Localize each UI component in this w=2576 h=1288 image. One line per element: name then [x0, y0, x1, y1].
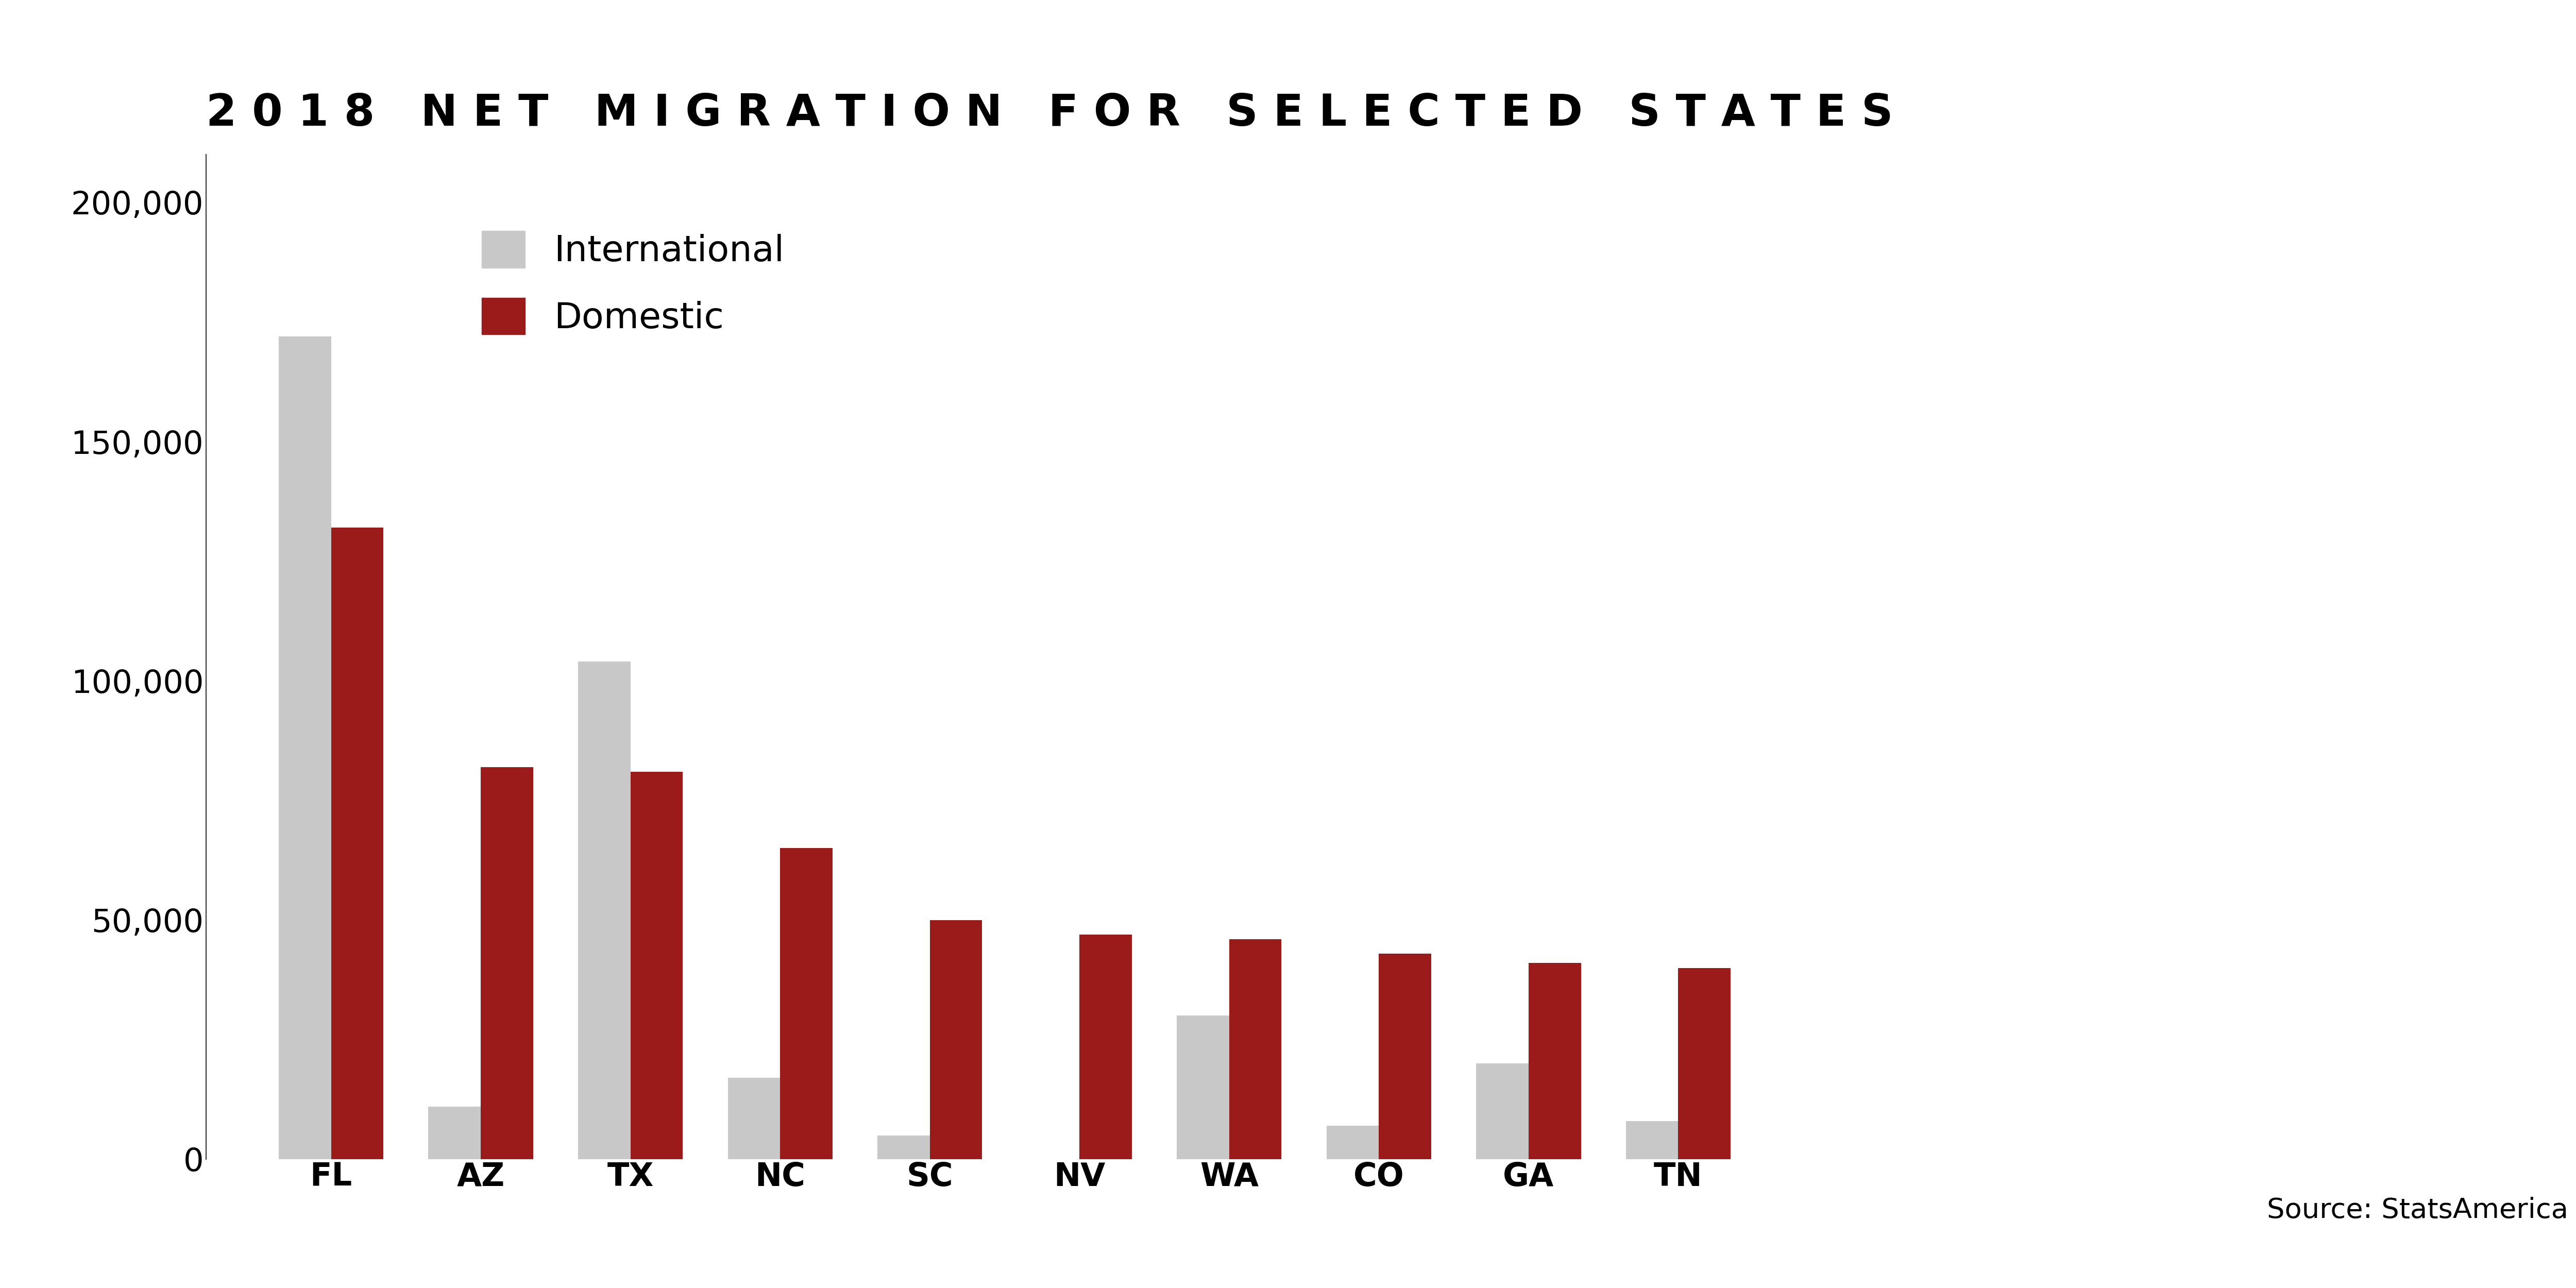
Text: 2 0 1 8   N E T   M I G R A T I O N   F O R   S E L E C T E D   S T A T E S: 2 0 1 8 N E T M I G R A T I O N F O R S …	[206, 93, 1893, 135]
Bar	[1028, 1159, 1079, 1168]
Bar	[428, 1106, 482, 1159]
Bar	[577, 662, 631, 1159]
Text: Source: StatsAmerica: Source: StatsAmerica	[2267, 1197, 2568, 1224]
Legend: International, Domestic: International, Domestic	[464, 213, 801, 353]
Bar	[1229, 939, 1280, 1159]
Bar	[930, 920, 981, 1159]
Bar	[1177, 1016, 1229, 1159]
Bar	[482, 766, 533, 1159]
Bar	[1327, 1126, 1378, 1159]
Bar	[332, 528, 384, 1159]
Bar	[729, 1078, 781, 1159]
Bar	[1476, 1064, 1528, 1159]
Bar	[1378, 953, 1432, 1159]
Bar	[278, 336, 332, 1159]
Bar	[1625, 1121, 1677, 1159]
Bar	[631, 772, 683, 1159]
Bar	[1079, 934, 1131, 1159]
Bar	[878, 1135, 930, 1159]
Bar	[1677, 967, 1731, 1159]
Bar	[1528, 963, 1582, 1159]
Bar	[781, 849, 832, 1159]
